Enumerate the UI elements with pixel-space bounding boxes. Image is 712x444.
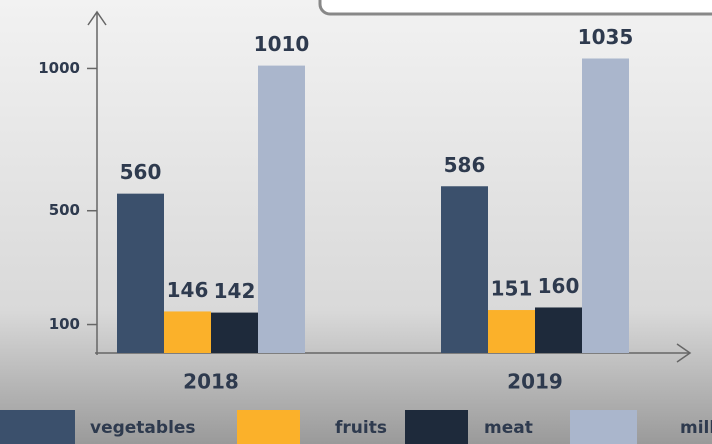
value-label: 1010: [254, 32, 310, 56]
legend-swatch: [405, 410, 468, 444]
legend-swatch: [570, 410, 637, 444]
legend-label: meat: [484, 418, 533, 438]
bar: [582, 58, 629, 353]
legend-label: milk: [680, 418, 712, 438]
legend-swatch: [0, 410, 75, 444]
bar: [258, 65, 305, 353]
value-label: 142: [214, 279, 256, 303]
top-panel: [318, 0, 712, 16]
y-tick-label: 100: [49, 315, 80, 333]
legend-swatch: [237, 410, 300, 444]
value-label: 146: [167, 278, 209, 302]
x-arrow: [676, 343, 692, 363]
y-arrow: [87, 10, 107, 26]
value-label: 151: [491, 277, 533, 301]
y-tick-label: 500: [49, 201, 80, 219]
value-label: 586: [444, 153, 486, 177]
bar: [488, 310, 535, 353]
y-tick-label: 1000: [38, 59, 80, 77]
bar: [441, 186, 488, 353]
legend-label: vegetables: [90, 418, 196, 438]
bar: [211, 312, 258, 353]
legend-label: fruits: [335, 418, 387, 438]
x-tick-label: 2019: [507, 370, 563, 394]
bar: [117, 193, 164, 353]
bar: [535, 307, 582, 353]
value-label: 1035: [578, 25, 634, 49]
value-label: 160: [538, 274, 580, 298]
bar: [164, 311, 211, 353]
x-tick-label: 2018: [183, 370, 239, 394]
value-label: 560: [120, 160, 162, 184]
